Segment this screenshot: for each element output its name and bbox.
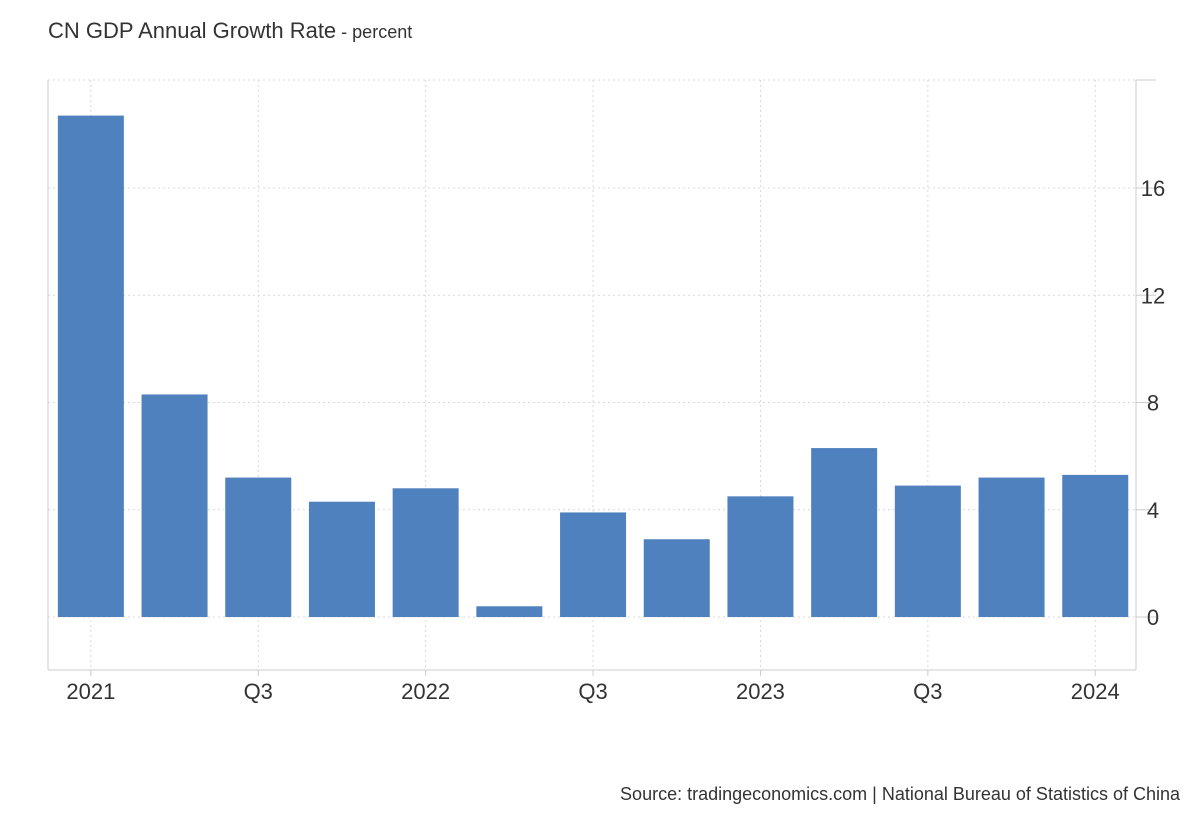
y-tick-label: 16 [1141, 176, 1165, 201]
bar-2021-q3[interactable] [225, 477, 292, 617]
x-tick-label: 2021 [66, 679, 115, 704]
bar-2023-q3[interactable] [894, 485, 961, 617]
bar-2022-q4[interactable] [643, 539, 710, 617]
bar-2021-q1[interactable] [57, 115, 124, 617]
y-tick-label: 8 [1147, 391, 1159, 416]
bars [57, 115, 1129, 617]
bar-2021-q4[interactable] [308, 501, 375, 617]
axes [47, 79, 1156, 676]
bar-2023-q1[interactable] [727, 496, 794, 617]
chart-title: CN GDP Annual Growth Rate - percent [48, 18, 412, 44]
y-tick-labels: 0 4 8 12 16 [1141, 176, 1165, 630]
bar-2022-q3[interactable] [560, 512, 627, 617]
x-tick-label: Q3 [913, 679, 942, 704]
x-tick-label: 2022 [401, 679, 450, 704]
bar-2023-q4[interactable] [978, 477, 1045, 617]
x-tick-label: 2023 [736, 679, 785, 704]
bar-2021-q2[interactable] [141, 394, 208, 617]
source-note: Source: tradingeconomics.com | National … [620, 784, 1180, 804]
y-tick-label: 4 [1147, 498, 1159, 523]
bar-2022-q1[interactable] [392, 488, 459, 617]
chart-unit-text: percent [352, 22, 413, 42]
y-tick-label: 0 [1147, 605, 1159, 630]
y-tick-label: 12 [1141, 283, 1165, 308]
x-tick-label: 2024 [1071, 679, 1120, 704]
bar-2022-q2[interactable] [476, 606, 543, 617]
bar-2024-q1[interactable] [1062, 474, 1129, 617]
chart-unit: - percent [336, 22, 412, 42]
x-tick-label: Q3 [578, 679, 607, 704]
chart-title-text: CN GDP Annual Growth Rate [48, 18, 337, 43]
title-separator: - [336, 22, 353, 42]
bar-2023-q2[interactable] [811, 448, 878, 617]
x-tick-label: Q3 [244, 679, 273, 704]
x-tick-labels: 2021 Q3 2022 Q3 2023 Q3 2024 [66, 679, 1119, 704]
